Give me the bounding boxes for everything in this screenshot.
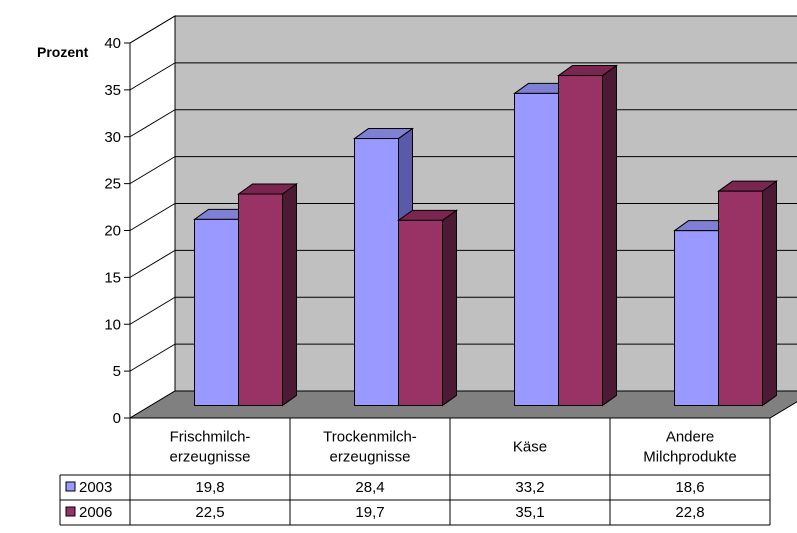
y-tick-label: 10 [104, 316, 121, 333]
gridline-side [129, 156, 176, 185]
data-table-cell: 22,8 [675, 504, 704, 521]
gridline-side [129, 109, 176, 138]
category-label: erzeugnisse [170, 449, 251, 466]
bar [194, 218, 239, 406]
gridline-side [129, 249, 176, 278]
bar-side [442, 209, 457, 407]
bar-side [762, 180, 777, 407]
y-axis-label: Prozent [37, 44, 89, 60]
gridline-side [129, 62, 176, 91]
category-label: erzeugnisse [330, 449, 411, 466]
bar [718, 190, 763, 406]
category-label: Milchprodukte [643, 449, 736, 466]
bar [238, 193, 283, 406]
data-table-cell: 28,4 [355, 479, 384, 496]
bar [674, 230, 719, 406]
bar [398, 219, 443, 406]
y-tick-label: 15 [104, 269, 121, 286]
bar-side [282, 183, 297, 407]
gridline-side [129, 203, 176, 231]
legend-swatch [65, 506, 76, 517]
chart-floor [128, 390, 797, 419]
category-label: Trockenmilch- [323, 429, 417, 446]
bar-side [602, 64, 617, 407]
gridline-side [129, 296, 176, 325]
legend-label: 2006 [79, 504, 112, 521]
y-tick-label: 5 [113, 363, 121, 380]
y-tick-label: 25 [104, 176, 121, 193]
bar [514, 92, 559, 406]
legend-label: 2003 [79, 479, 112, 496]
data-table-cell: 22,5 [195, 504, 224, 521]
y-tick-label: 0 [113, 410, 121, 427]
data-table-cell: 18,6 [675, 479, 704, 496]
y-tick-label: 40 [104, 35, 121, 52]
y-tick-label: 35 [104, 82, 121, 99]
bar [558, 75, 603, 406]
bar [354, 138, 399, 406]
category-label: Käse [513, 439, 547, 456]
data-table-cell: 19,8 [195, 479, 224, 496]
category-label: Frischmilch- [170, 429, 251, 446]
gridline-side [129, 15, 176, 44]
data-table-cell: 35,1 [515, 504, 544, 521]
gridline-side [129, 343, 176, 372]
data-table-cell: 33,2 [515, 479, 544, 496]
y-tick-label: 20 [104, 223, 121, 240]
category-label: Andere [666, 429, 714, 446]
y-tick-label: 30 [104, 129, 121, 146]
data-table-cell: 19,7 [355, 504, 384, 521]
legend-swatch [65, 481, 76, 492]
